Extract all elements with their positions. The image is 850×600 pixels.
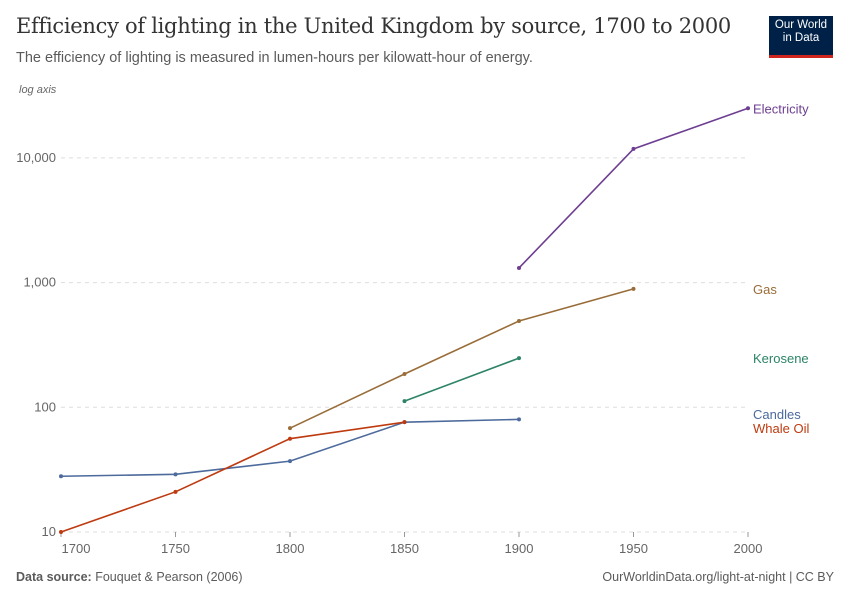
x-tick-label: 1800 xyxy=(276,541,305,556)
data-point xyxy=(173,472,178,477)
x-tick-label: 1700 xyxy=(62,541,91,556)
data-point xyxy=(402,420,407,425)
data-point xyxy=(173,489,178,494)
x-tick-label: 1950 xyxy=(619,541,648,556)
data-source: Data source: Fouquet & Pearson (2006) xyxy=(16,570,243,584)
data-point xyxy=(517,319,521,324)
data-point xyxy=(288,436,292,441)
series-label: Gas xyxy=(753,282,777,297)
data-point xyxy=(631,146,636,151)
logo-line2: in Data xyxy=(782,32,820,44)
y-tick-label: 100 xyxy=(34,399,56,414)
series-label: Electricity xyxy=(753,101,809,116)
data-point xyxy=(59,474,63,479)
x-tick-label: 1900 xyxy=(505,541,534,556)
data-point xyxy=(517,417,521,422)
y-tick-label: 1,000 xyxy=(23,275,56,290)
x-tick-label: 1750 xyxy=(161,541,190,556)
y-scale-note: log axis xyxy=(19,84,57,96)
series-line-kerosene xyxy=(404,357,520,402)
data-point xyxy=(631,286,636,291)
x-tick-label: 1850 xyxy=(390,541,419,556)
series-label: Whale Oil xyxy=(753,421,809,436)
data-point xyxy=(288,426,292,431)
footer-link[interactable]: OurWorldinData.org/light-at-night | CC B… xyxy=(602,570,834,584)
data-point xyxy=(288,459,292,464)
chart-title: Efficiency of lighting in the United Kin… xyxy=(16,14,731,38)
data-point xyxy=(517,356,521,361)
chart-subtitle: The efficiency of lighting is measured i… xyxy=(16,50,533,66)
data-point xyxy=(517,265,521,270)
series-line-whale-oil xyxy=(60,421,405,533)
y-tick-label: 10 xyxy=(42,524,56,539)
series-label: Candles xyxy=(753,407,801,422)
data-point xyxy=(402,371,407,376)
series-line-electricity xyxy=(518,107,749,269)
x-tick-label: 2000 xyxy=(734,541,763,556)
y-tick-label: 10,000 xyxy=(16,150,56,165)
series-label: Kerosene xyxy=(753,351,809,366)
data-point xyxy=(402,399,407,404)
series-line-gas xyxy=(289,288,634,429)
data-point xyxy=(746,106,750,111)
data-point xyxy=(59,530,63,534)
logo-line1: Our World xyxy=(774,19,828,31)
owid-logo[interactable]: Our World in Data xyxy=(769,16,833,58)
source-label: Data source: xyxy=(16,570,92,584)
source-text: Fouquet & Pearson (2006) xyxy=(95,570,243,584)
